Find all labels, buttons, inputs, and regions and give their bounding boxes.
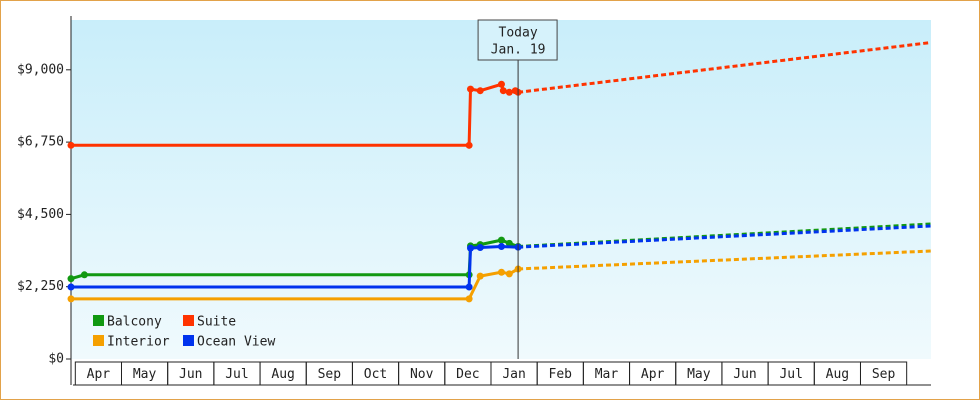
x-axis-band (73, 362, 931, 385)
price-point (467, 85, 475, 93)
x-tick-label: Sep (872, 367, 896, 382)
forecast-line (518, 249, 932, 271)
price-point (465, 283, 473, 291)
legend-label: Ocean View (197, 335, 275, 350)
price-point (497, 243, 505, 251)
legend-label: Suite (197, 315, 236, 330)
x-tick-label: Nov (410, 367, 434, 382)
price-point (497, 268, 505, 276)
x-tick-label: Jul (779, 367, 802, 382)
x-tick-label: Sep (318, 367, 342, 382)
y-tick-label: $9,000 (17, 62, 64, 77)
price-point (476, 243, 484, 251)
x-tick-label: Jul (225, 367, 248, 382)
price-point (465, 295, 473, 303)
price-point (67, 283, 75, 291)
legend-swatch (93, 315, 104, 326)
x-tick-label: May (687, 367, 711, 382)
y-tick-label: $4,500 (17, 207, 64, 222)
plot-area (71, 20, 931, 359)
price-point (467, 244, 475, 252)
price-point (505, 270, 513, 278)
y-tick-label: $0 (48, 352, 64, 367)
legend-label: Balcony (107, 315, 162, 330)
x-tick-label: Mar (595, 367, 619, 382)
legend-label: Interior (107, 335, 170, 350)
price-point (67, 275, 75, 283)
x-tick-label: Jan (502, 367, 525, 382)
price-point (80, 271, 88, 279)
x-tick-label: Apr (87, 367, 111, 382)
today-label: Today (499, 26, 538, 41)
x-tick-label: Jun (179, 367, 202, 382)
legend-swatch (183, 315, 194, 326)
forecast-line (517, 41, 932, 94)
price-point (476, 87, 484, 95)
forecast-line (518, 224, 932, 249)
price-point (497, 236, 505, 244)
x-tick-label: Oct (364, 367, 387, 382)
price-point (67, 141, 75, 149)
x-tick-label: Aug (271, 367, 294, 382)
price-point (465, 141, 473, 149)
x-tick-label: Feb (549, 367, 573, 382)
today-date: Jan. 19 (491, 43, 546, 58)
price-point (505, 88, 513, 96)
price-point (476, 272, 484, 280)
price-point (497, 80, 505, 88)
x-tick-label: Aug (826, 367, 849, 382)
price-point (505, 239, 513, 247)
y-tick-label: $2,250 (17, 279, 64, 294)
legend-swatch (93, 335, 104, 346)
today-box (477, 19, 558, 61)
x-tick-label: Dec (456, 367, 479, 382)
x-tick-label: May (133, 367, 157, 382)
x-tick-label: Jun (733, 367, 756, 382)
y-tick-label: $6,750 (17, 135, 64, 150)
price-point (67, 295, 75, 303)
legend-swatch (183, 335, 194, 346)
x-tick-label: Apr (641, 367, 665, 382)
price-point (499, 87, 507, 95)
